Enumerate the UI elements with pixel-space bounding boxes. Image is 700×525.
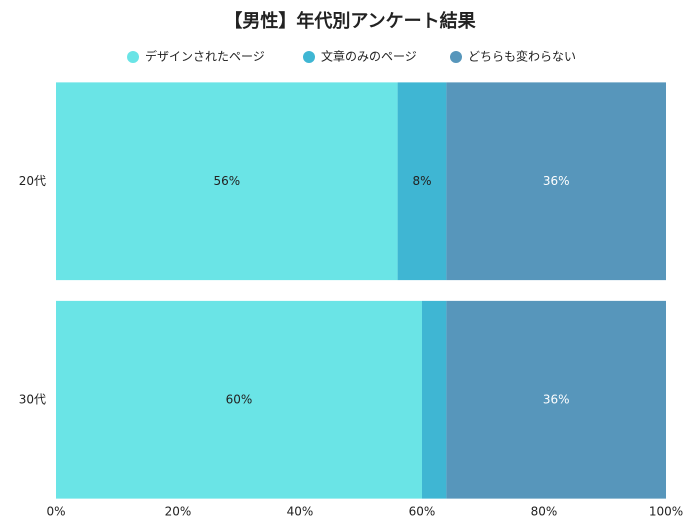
x-tick-label: 60%: [409, 505, 436, 519]
y-tick-label: 30代: [19, 392, 46, 406]
x-tick-label: 80%: [531, 505, 558, 519]
x-tick-label: 0%: [46, 505, 65, 519]
data-label: 60%: [226, 392, 253, 406]
legend-marker: [450, 51, 462, 63]
bar-segment: [56, 300, 422, 499]
bar-segment: [446, 300, 666, 499]
data-label: 36%: [543, 174, 570, 188]
legend-label: 文章のみのページ: [321, 49, 417, 64]
legend-label: デザインされたページ: [145, 49, 265, 64]
data-label: 36%: [543, 392, 570, 406]
chart-title: 【男性】年代別アンケート結果: [224, 10, 476, 32]
bar-segment: [446, 82, 666, 281]
legend-label: どちらも変わらない: [468, 49, 576, 64]
bar-segment: [56, 82, 398, 281]
y-tick-label: 20代: [19, 174, 46, 188]
bar-segment: [397, 82, 447, 281]
x-tick-label: 100%: [649, 505, 683, 519]
legend-marker: [303, 51, 315, 63]
legend-marker: [127, 51, 139, 63]
x-tick-label: 20%: [165, 505, 192, 519]
data-label: 8%: [412, 174, 431, 188]
data-label: 56%: [213, 174, 240, 188]
x-tick-label: 40%: [287, 505, 314, 519]
bar-segment: [422, 300, 447, 499]
